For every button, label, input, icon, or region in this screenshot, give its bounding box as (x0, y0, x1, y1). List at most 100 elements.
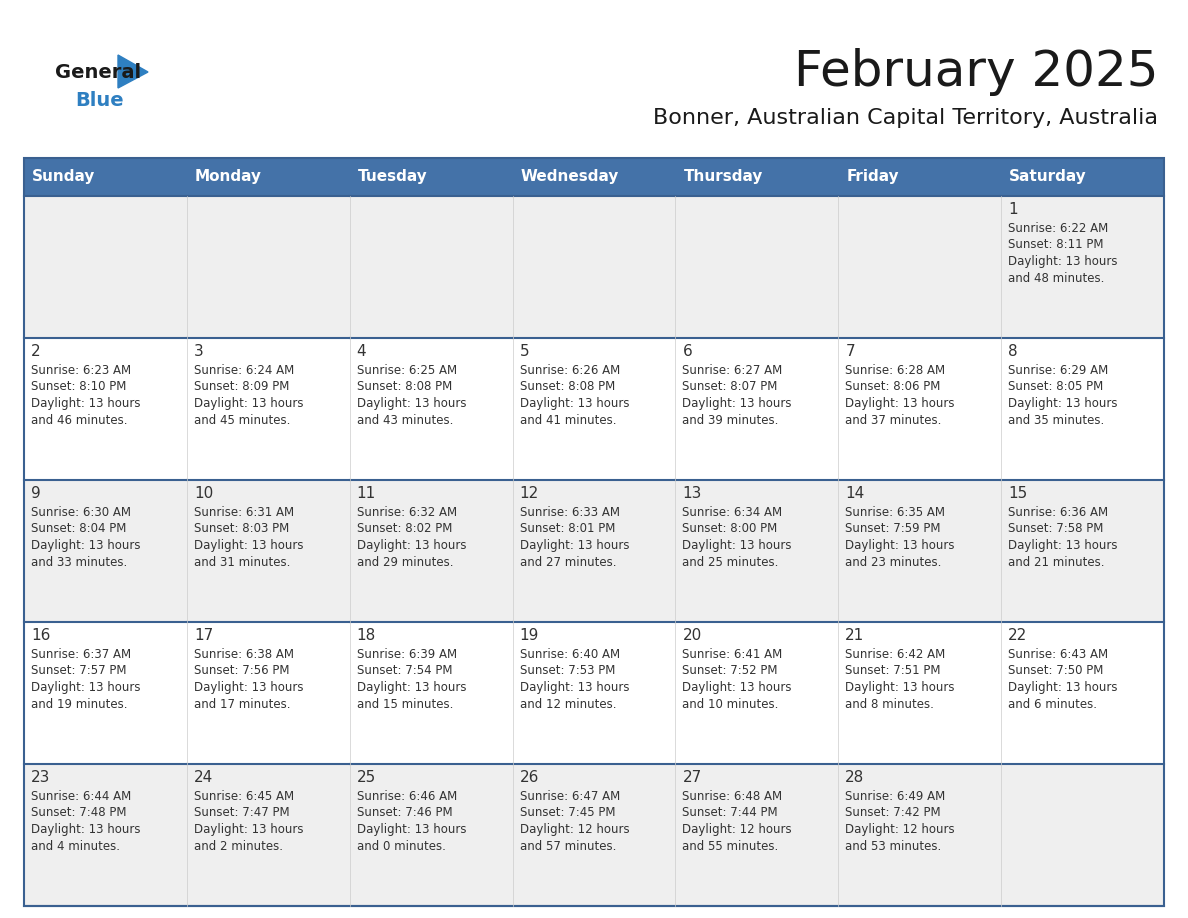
Bar (349, 158, 512, 196)
Text: Daylight: 13 hours: Daylight: 13 hours (194, 681, 303, 694)
Polygon shape (118, 55, 148, 88)
Text: 7: 7 (846, 344, 855, 359)
Text: Sunset: 7:48 PM: Sunset: 7:48 PM (31, 807, 126, 820)
Text: Daylight: 12 hours: Daylight: 12 hours (846, 823, 955, 836)
Text: 6: 6 (682, 344, 693, 359)
Text: and 0 minutes.: and 0 minutes. (356, 839, 446, 853)
Bar (676, 196, 839, 338)
Text: and 12 minutes.: and 12 minutes. (519, 698, 617, 711)
Text: Tuesday: Tuesday (358, 170, 428, 185)
Text: and 41 minutes.: and 41 minutes. (519, 413, 617, 427)
Text: General: General (55, 62, 141, 82)
Text: February 2025: February 2025 (794, 48, 1158, 96)
Text: Sunset: 8:06 PM: Sunset: 8:06 PM (846, 380, 941, 394)
Bar (187, 764, 349, 906)
Text: Monday: Monday (195, 170, 261, 185)
Text: Sunrise: 6:39 AM: Sunrise: 6:39 AM (356, 648, 457, 661)
Text: Sunrise: 6:35 AM: Sunrise: 6:35 AM (846, 506, 946, 519)
Text: Sunset: 7:45 PM: Sunset: 7:45 PM (519, 807, 615, 820)
Text: 8: 8 (1009, 344, 1018, 359)
Bar (187, 622, 349, 764)
Text: Bonner, Australian Capital Territory, Australia: Bonner, Australian Capital Territory, Au… (653, 108, 1158, 128)
Text: and 45 minutes.: and 45 minutes. (194, 413, 290, 427)
Text: Sunrise: 6:24 AM: Sunrise: 6:24 AM (194, 364, 295, 377)
Text: 1: 1 (1009, 202, 1018, 217)
Text: Sunset: 7:42 PM: Sunset: 7:42 PM (846, 807, 941, 820)
Bar (24, 480, 187, 622)
Text: Sunset: 7:44 PM: Sunset: 7:44 PM (682, 807, 778, 820)
Text: Daylight: 13 hours: Daylight: 13 hours (1009, 539, 1118, 552)
Text: Sunrise: 6:22 AM: Sunrise: 6:22 AM (1009, 222, 1108, 235)
Bar (1001, 480, 1164, 622)
Text: 15: 15 (1009, 486, 1028, 501)
Text: Daylight: 13 hours: Daylight: 13 hours (194, 823, 303, 836)
Text: Daylight: 13 hours: Daylight: 13 hours (846, 539, 955, 552)
Bar (349, 764, 512, 906)
Text: Daylight: 13 hours: Daylight: 13 hours (682, 681, 792, 694)
Bar (187, 196, 349, 338)
Text: 5: 5 (519, 344, 529, 359)
Text: Sunrise: 6:40 AM: Sunrise: 6:40 AM (519, 648, 620, 661)
Bar (839, 622, 1001, 764)
Bar (349, 480, 512, 622)
Text: Sunrise: 6:28 AM: Sunrise: 6:28 AM (846, 364, 946, 377)
Text: Sunrise: 6:41 AM: Sunrise: 6:41 AM (682, 648, 783, 661)
Bar (676, 338, 839, 480)
Text: 2: 2 (31, 344, 40, 359)
Text: Sunrise: 6:49 AM: Sunrise: 6:49 AM (846, 790, 946, 803)
Text: Blue: Blue (75, 91, 124, 109)
Text: Sunrise: 6:46 AM: Sunrise: 6:46 AM (356, 790, 457, 803)
Text: Daylight: 13 hours: Daylight: 13 hours (846, 397, 955, 410)
Text: 9: 9 (31, 486, 40, 501)
Text: and 2 minutes.: and 2 minutes. (194, 839, 283, 853)
Text: Daylight: 13 hours: Daylight: 13 hours (846, 681, 955, 694)
Text: and 29 minutes.: and 29 minutes. (356, 555, 453, 568)
Text: Sunrise: 6:47 AM: Sunrise: 6:47 AM (519, 790, 620, 803)
Bar (839, 338, 1001, 480)
Text: Sunset: 7:57 PM: Sunset: 7:57 PM (31, 665, 126, 677)
Bar (676, 622, 839, 764)
Text: and 46 minutes.: and 46 minutes. (31, 413, 127, 427)
Text: 20: 20 (682, 628, 702, 643)
Text: and 53 minutes.: and 53 minutes. (846, 839, 942, 853)
Text: Daylight: 13 hours: Daylight: 13 hours (356, 681, 466, 694)
Text: Daylight: 13 hours: Daylight: 13 hours (194, 397, 303, 410)
Text: Sunrise: 6:23 AM: Sunrise: 6:23 AM (31, 364, 131, 377)
Text: Daylight: 13 hours: Daylight: 13 hours (1009, 681, 1118, 694)
Text: Daylight: 13 hours: Daylight: 13 hours (194, 539, 303, 552)
Text: and 48 minutes.: and 48 minutes. (1009, 272, 1105, 285)
Bar (1001, 622, 1164, 764)
Bar (187, 338, 349, 480)
Text: Sunset: 8:00 PM: Sunset: 8:00 PM (682, 522, 778, 535)
Text: Sunset: 7:59 PM: Sunset: 7:59 PM (846, 522, 941, 535)
Text: Sunset: 7:56 PM: Sunset: 7:56 PM (194, 665, 290, 677)
Text: Daylight: 13 hours: Daylight: 13 hours (356, 397, 466, 410)
Bar (1001, 196, 1164, 338)
Text: 25: 25 (356, 770, 375, 785)
Text: Sunrise: 6:38 AM: Sunrise: 6:38 AM (194, 648, 293, 661)
Text: Sunset: 7:50 PM: Sunset: 7:50 PM (1009, 665, 1104, 677)
Text: Daylight: 13 hours: Daylight: 13 hours (519, 681, 630, 694)
Text: Sunrise: 6:45 AM: Sunrise: 6:45 AM (194, 790, 293, 803)
Text: Daylight: 13 hours: Daylight: 13 hours (31, 397, 140, 410)
Text: and 27 minutes.: and 27 minutes. (519, 555, 617, 568)
Text: Sunset: 8:05 PM: Sunset: 8:05 PM (1009, 380, 1104, 394)
Text: Thursday: Thursday (683, 170, 763, 185)
Text: Sunrise: 6:29 AM: Sunrise: 6:29 AM (1009, 364, 1108, 377)
Text: Sunset: 8:07 PM: Sunset: 8:07 PM (682, 380, 778, 394)
Bar (512, 338, 676, 480)
Text: Daylight: 13 hours: Daylight: 13 hours (519, 397, 630, 410)
Text: 14: 14 (846, 486, 865, 501)
Text: Daylight: 13 hours: Daylight: 13 hours (519, 539, 630, 552)
Text: Daylight: 13 hours: Daylight: 13 hours (31, 539, 140, 552)
Text: Sunrise: 6:34 AM: Sunrise: 6:34 AM (682, 506, 783, 519)
Bar (24, 338, 187, 480)
Text: 18: 18 (356, 628, 375, 643)
Text: 16: 16 (31, 628, 50, 643)
Text: 24: 24 (194, 770, 213, 785)
Bar (1001, 158, 1164, 196)
Text: 12: 12 (519, 486, 539, 501)
Text: 17: 17 (194, 628, 213, 643)
Bar (349, 196, 512, 338)
Text: Sunrise: 6:32 AM: Sunrise: 6:32 AM (356, 506, 457, 519)
